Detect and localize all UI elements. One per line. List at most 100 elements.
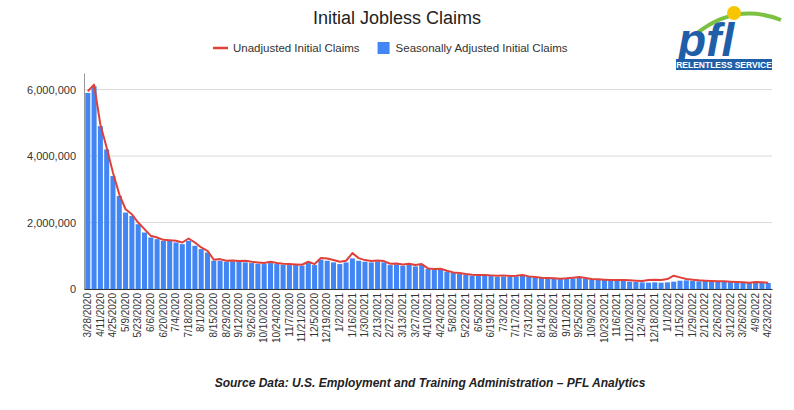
x-tick-label: 12/19/2020	[321, 293, 332, 343]
x-tick: 12/5/2020	[309, 289, 320, 338]
bar	[740, 283, 745, 289]
bar	[766, 283, 771, 289]
bar	[614, 280, 619, 289]
x-tick-label: 4/23/2022	[762, 293, 773, 338]
bar	[180, 244, 185, 289]
source: Source Data: U.S. Employment and Trainin…	[215, 376, 646, 390]
x-tick-label: 9/25/2021	[573, 293, 584, 338]
x-tick-label: 12/5/2020	[309, 293, 320, 338]
y-tick-label: 2,000,000	[27, 217, 76, 229]
bar	[564, 279, 569, 289]
bar	[432, 270, 437, 289]
x-tick-label: 2/12/2022	[699, 293, 710, 338]
x-tick: 11/7/2020	[284, 289, 295, 337]
bar	[457, 274, 462, 289]
x-tick: 2/13/2021	[372, 289, 383, 338]
x-tick: 4/25/2020	[107, 289, 118, 338]
x-tick: 6/5/2021	[473, 289, 484, 332]
x-tick-label: 3/12/2022	[725, 293, 736, 338]
x-tick: 7/31/2021	[523, 289, 534, 338]
x-tick-label: 8/28/2021	[548, 293, 559, 338]
legend-label: Unadjusted Initial Claims	[233, 42, 360, 54]
x-tick-label: 5/8/2021	[447, 293, 458, 332]
y-tick-label: 6,000,000	[27, 84, 76, 96]
bar	[369, 262, 374, 289]
bar	[331, 262, 336, 289]
x-tick: 2/12/2022	[699, 289, 710, 338]
legend-swatch	[213, 47, 228, 50]
logo-band	[676, 59, 772, 70]
x-tick-label: 1/1/2022	[662, 293, 673, 332]
bar	[690, 281, 695, 289]
bar	[85, 93, 90, 289]
bar	[551, 279, 556, 289]
x-tick: 7/3/2021	[498, 289, 509, 332]
x-tick-label: 7/18/2020	[183, 293, 194, 338]
y-tick-label: 4,000,000	[27, 150, 76, 162]
x-tick: 10/9/2021	[586, 289, 597, 338]
bar-series	[85, 86, 770, 289]
x-axis-line	[85, 289, 773, 290]
x-tick-label: 4/9/2022	[750, 293, 761, 332]
x-tick: 5/9/2020	[120, 289, 131, 332]
x-tick: 9/25/2021	[573, 289, 584, 338]
grid-line	[84, 222, 772, 223]
bar	[205, 252, 210, 289]
x-tick: 4/23/2022	[762, 289, 773, 338]
x-tick: 3/12/2022	[725, 289, 736, 338]
bar	[444, 272, 449, 289]
x-tick-label: 5/23/2020	[132, 293, 143, 338]
bar	[577, 278, 582, 289]
x-tick: 10/23/2021	[599, 289, 610, 343]
x-tick-label: 3/28/2020	[82, 293, 93, 338]
x-tick: 7/4/2020	[170, 289, 181, 332]
x-tick-label: 10/10/2020	[258, 293, 269, 343]
bar	[287, 265, 292, 289]
bar	[602, 280, 607, 289]
bar	[167, 241, 172, 289]
x-tick: 10/24/2020	[271, 289, 282, 343]
bar	[192, 246, 197, 289]
logo: pflRELENTLESS SERVICE	[676, 6, 781, 70]
x-tick: 1/30/2021	[359, 289, 370, 338]
bar	[570, 278, 575, 289]
bar	[268, 263, 273, 289]
x-tick-label: 6/20/2020	[158, 293, 169, 338]
bar	[621, 281, 626, 289]
x-tick-label: 10/24/2020	[271, 293, 282, 343]
x-tick-label: 12/4/2021	[636, 293, 647, 338]
x-tick: 7/18/2020	[183, 289, 194, 338]
x-tick-label: 10/23/2021	[599, 293, 610, 343]
bar	[356, 261, 361, 289]
bar	[123, 213, 128, 289]
x-tick-label: 7/17/2021	[510, 293, 521, 338]
x-tick-label: 3/13/2021	[397, 293, 408, 338]
bar	[488, 276, 493, 289]
x-tick-label: 1/29/2022	[687, 293, 698, 338]
x-tick-label: 2/27/2021	[384, 293, 395, 338]
bar	[684, 280, 689, 289]
bar	[249, 263, 254, 289]
y-axis-line	[84, 74, 85, 290]
x-tick: 4/11/2020	[95, 289, 106, 337]
bar	[325, 261, 330, 289]
bar	[753, 282, 758, 289]
bar	[129, 216, 134, 289]
bar	[539, 278, 544, 289]
bar	[476, 276, 481, 289]
bar	[520, 276, 525, 289]
bar	[155, 239, 160, 289]
x-tick: 3/26/2022	[737, 289, 748, 338]
bar	[394, 264, 399, 289]
x-tick: 8/28/2021	[548, 289, 559, 338]
line	[88, 85, 768, 283]
bar	[646, 283, 651, 289]
x-tick-label: 1/30/2021	[359, 293, 370, 338]
bar	[545, 278, 550, 289]
x-tick-label: 11/20/2021	[624, 293, 635, 343]
x-tick-label: 4/24/2021	[435, 293, 446, 338]
legend: Unadjusted Initial ClaimsSeasonally Adju…	[213, 42, 568, 54]
x-tick: 3/28/2020	[82, 289, 93, 338]
bar	[381, 262, 386, 289]
x-tick-label: 7/3/2021	[498, 293, 509, 332]
